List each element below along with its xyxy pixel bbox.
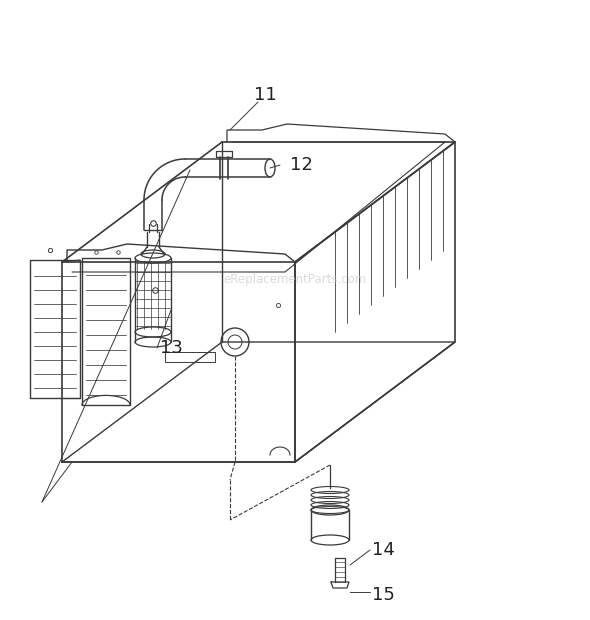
Text: 15: 15 [372, 586, 395, 604]
Text: 14: 14 [372, 541, 395, 559]
Text: 11: 11 [254, 86, 276, 104]
Text: 12: 12 [290, 156, 313, 174]
Text: eReplacementParts.com: eReplacementParts.com [224, 273, 366, 286]
Text: 13: 13 [160, 339, 183, 357]
